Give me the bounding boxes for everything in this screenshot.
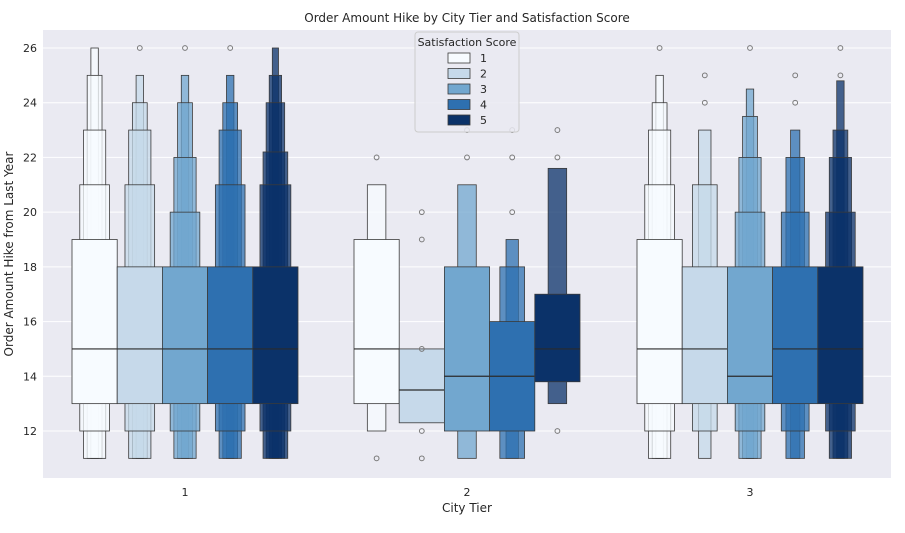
legend-frame: [414, 31, 520, 133]
outlier-point: [182, 45, 188, 51]
outlier-point: [701, 99, 708, 106]
legend-title: Satisfaction Score: [418, 36, 517, 49]
outlier-point: [656, 45, 663, 51]
outlier-point: [464, 154, 470, 161]
outlier-point: [418, 209, 425, 216]
y-tick-label: 26: [23, 42, 37, 55]
boxen-box: [443, 266, 490, 432]
y-tick-label: 16: [23, 316, 37, 329]
legend-label: 4: [480, 99, 487, 112]
outlier-point: [418, 455, 425, 462]
legend-label: 5: [480, 114, 487, 127]
x-axis-label: City Tier: [442, 501, 492, 515]
outlier-point: [792, 72, 799, 79]
legend-label: 3: [480, 83, 487, 96]
outlier-point: [418, 428, 425, 434]
outlier-point: [373, 154, 380, 161]
boxen-box: [252, 266, 299, 405]
x-tick-label: 2: [464, 486, 471, 499]
boxen-box: [681, 266, 728, 405]
outlier-point: [837, 45, 844, 51]
boxen-series: [71, 45, 864, 462]
y-tick-label: 14: [23, 370, 37, 383]
outlier-point: [701, 72, 708, 79]
outlier-point: [373, 455, 380, 462]
outlier-point: [418, 346, 425, 352]
y-tick-label: 24: [23, 97, 37, 110]
boxen-box: [161, 266, 208, 405]
y-tick-label: 22: [23, 151, 37, 164]
outlier-point: [554, 154, 561, 161]
outlier-point: [792, 99, 799, 106]
outlier-point: [747, 45, 753, 51]
x-ticks: 1 2 3: [182, 486, 754, 499]
legend-label: 1: [480, 52, 487, 65]
outlier-point: [136, 45, 143, 51]
outlier-point: [418, 236, 425, 243]
boxen-box: [71, 239, 118, 405]
boxen-box: [207, 266, 254, 405]
legend-swatch: [447, 83, 471, 95]
boxen-box: [636, 239, 683, 405]
x-tick-label: 1: [182, 486, 189, 499]
chart-title: Order Amount Hike by City Tier and Satis…: [304, 11, 630, 25]
outlier-point: [509, 209, 516, 216]
outlier-point: [554, 127, 561, 133]
outlier-point: [837, 72, 844, 79]
boxen-box: [353, 239, 400, 405]
legend-swatch: [447, 114, 471, 126]
outlier-point: [227, 45, 234, 51]
y-tick-label: 20: [23, 206, 37, 219]
boxen-box: [398, 348, 445, 424]
y-tick-label: 18: [23, 261, 37, 274]
legend-swatch: [447, 52, 471, 64]
y-ticks: 12 14 16 18 20 22 24 26: [23, 42, 37, 438]
outlier-point: [554, 428, 561, 434]
boxen-box: [116, 266, 163, 405]
series-5: [252, 45, 864, 459]
x-tick-label: 3: [747, 486, 754, 499]
series-3: [161, 45, 774, 459]
legend-label: 2: [480, 68, 487, 81]
boxen-box: [772, 266, 819, 405]
boxen-box: [817, 266, 864, 405]
legend: Satisfaction Score 1 2 3 4 5: [414, 31, 520, 133]
series-2: [116, 45, 728, 462]
boxen-box: [534, 293, 581, 383]
boxen-box: [727, 266, 774, 405]
y-tick-label: 12: [23, 425, 37, 438]
outlier-point: [509, 154, 516, 161]
y-axis-label: Order Amount Hike from Last Year: [2, 151, 16, 356]
legend-swatch: [447, 68, 471, 79]
series-1: [71, 45, 683, 462]
legend-swatch: [447, 99, 471, 110]
series-4: [207, 45, 819, 459]
